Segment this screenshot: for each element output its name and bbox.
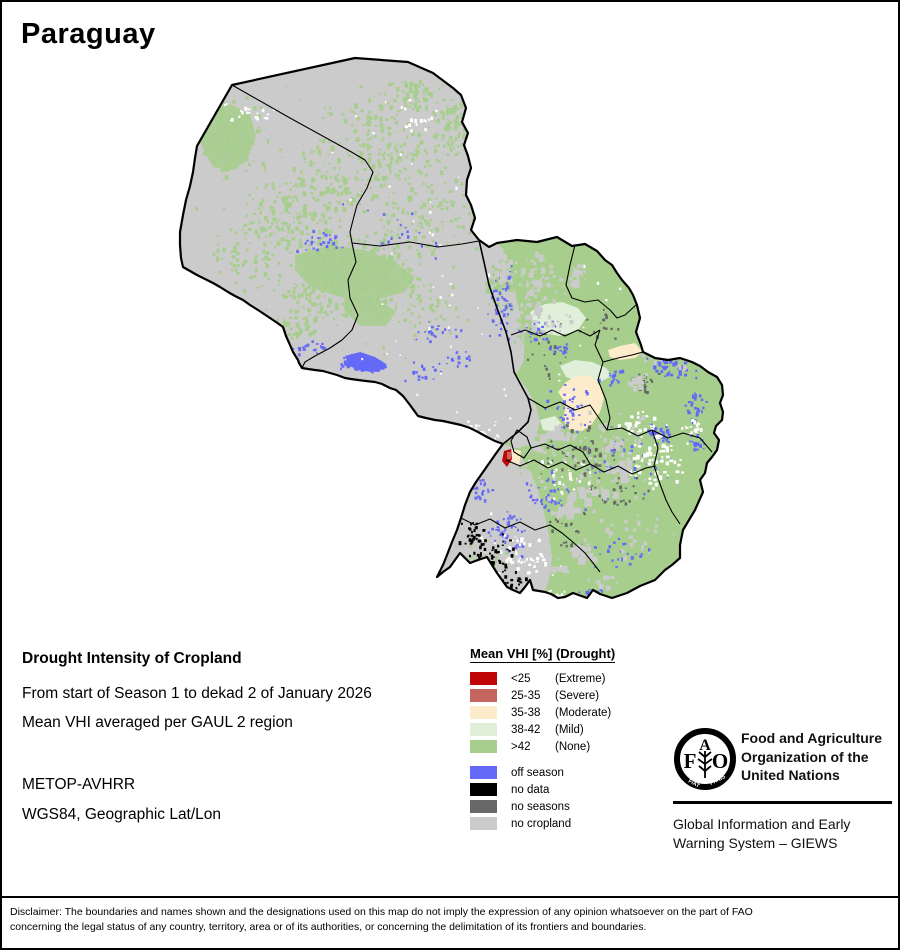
legend-item-mild: 38-42 (Mild) <box>470 721 685 738</box>
legend-label: no seasons <box>511 800 570 813</box>
severe-patch <box>507 452 511 459</box>
legend-swatch-no-seasons <box>470 800 497 813</box>
giews-label: Global Information and Early Warning Sys… <box>673 815 851 851</box>
sensor-label: METOP-AVHRR <box>22 776 136 793</box>
svg-text:O: O <box>712 749 728 773</box>
org-name: Food and Agriculture Organization of the… <box>741 730 883 783</box>
map-layers <box>182 80 723 598</box>
gray-central <box>508 372 540 448</box>
legend-range: 38-42 <box>511 723 541 736</box>
moderate-patches <box>511 343 643 466</box>
svg-text:A: A <box>699 737 711 754</box>
legend-range: >42 <box>511 740 531 753</box>
legend-item-severe: 25-35 (Severe) <box>470 687 685 704</box>
legend-item-no-cropland: no cropland <box>470 815 685 832</box>
legend-swatch-severe <box>470 689 497 702</box>
legend-severity: (Severe) <box>555 689 600 702</box>
legend-label: no data <box>511 783 550 796</box>
legend-label: off season <box>511 766 564 779</box>
page-title: Paraguay <box>21 18 156 50</box>
legend-swatch-no-cropland <box>470 817 497 830</box>
legend-swatch-off-season <box>470 766 497 779</box>
legend-swatch-mild <box>470 723 497 736</box>
map-subtitle-method: Mean VHI averaged per GAUL 2 region <box>22 714 293 731</box>
legend-item-no-seasons: no seasons <box>470 798 685 815</box>
legend-title: Mean VHI [%] (Drought) <box>470 646 616 663</box>
legend-severity: (None) <box>555 740 591 753</box>
legend-swatch-no-data <box>470 783 497 796</box>
river-boundary <box>478 239 532 445</box>
legend-swatch-extreme <box>470 672 497 685</box>
country-outline <box>178 56 725 600</box>
map-subtitle-period: From start of Season 1 to dekad 2 of Jan… <box>22 685 372 702</box>
legend-severity: (Mild) <box>555 723 584 736</box>
gray-west-bank <box>479 240 524 372</box>
fao-divider <box>673 801 892 804</box>
legend-label: no cropland <box>511 817 572 830</box>
svg-text:FIAT: FIAT <box>687 778 701 789</box>
legend-range: 35-38 <box>511 706 541 719</box>
department-boundaries <box>231 84 713 573</box>
legend-item-no-data: no data <box>470 781 685 798</box>
map-heading: Drought Intensity of Cropland <box>22 650 242 667</box>
legend-item-moderate: 35-38 (Moderate) <box>470 704 685 721</box>
legend-swatch-moderate <box>470 706 497 719</box>
fao-block: F A O FIAT PANIS Food and Agriculture Or… <box>673 726 893 853</box>
disclaimer-text: Disclaimer: The boundaries and names sho… <box>10 906 753 933</box>
legend-item-none: >42 (None) <box>470 738 685 755</box>
wheat-ear-icon <box>697 751 713 778</box>
footer-divider <box>0 896 900 898</box>
projection-label: WGS84, Geographic Lat/Lon <box>22 806 222 823</box>
legend-vhi: Mean VHI [%] (Drought) <25 (Extreme) 25-… <box>470 645 685 755</box>
legend-item-extreme: <25 (Extreme) <box>470 670 685 687</box>
legend-item-off-season: off season <box>470 764 685 781</box>
legend-range: <25 <box>511 672 531 685</box>
svg-text:F: F <box>684 749 697 773</box>
fao-logo-icon: F A O FIAT PANIS <box>674 728 736 790</box>
legend-severity: (Moderate) <box>555 706 612 719</box>
legend-range: 25-35 <box>511 689 541 702</box>
legend-landcover: off season no data no seasons no croplan… <box>470 764 685 832</box>
legend-severity: (Extreme) <box>555 672 606 685</box>
legend-swatch-none <box>470 740 497 753</box>
